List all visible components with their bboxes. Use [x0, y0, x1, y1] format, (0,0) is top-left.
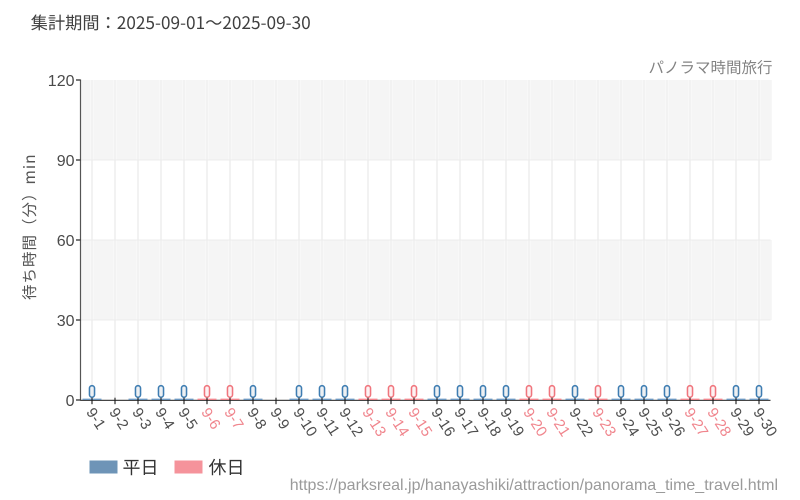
svg-text:9-11: 9-11	[312, 405, 342, 439]
svg-text:9-2: 9-2	[105, 405, 131, 433]
svg-text:9-25: 9-25	[634, 405, 665, 440]
svg-text:9-16: 9-16	[427, 405, 458, 440]
svg-text:9-27: 9-27	[680, 405, 711, 440]
svg-text:9-22: 9-22	[565, 405, 596, 440]
svg-text:9-18: 9-18	[473, 405, 504, 440]
svg-text:9-24: 9-24	[611, 405, 642, 440]
svg-text:9-6: 9-6	[197, 405, 223, 433]
svg-text:9-5: 9-5	[174, 405, 200, 433]
svg-text:9-20: 9-20	[519, 405, 550, 440]
svg-text:9-7: 9-7	[220, 405, 246, 433]
svg-text:9-4: 9-4	[151, 405, 177, 433]
svg-text:0: 0	[66, 393, 75, 410]
svg-text:9-8: 9-8	[243, 405, 269, 433]
svg-text:9-13: 9-13	[358, 405, 389, 440]
svg-text:9-10: 9-10	[289, 405, 320, 440]
svg-text:120: 120	[48, 73, 75, 90]
svg-text:9-19: 9-19	[496, 405, 527, 440]
svg-text:9-30: 9-30	[749, 405, 780, 440]
svg-text:9-28: 9-28	[703, 405, 734, 440]
svg-text:9-1: 9-1	[82, 405, 108, 433]
svg-text:9-23: 9-23	[588, 405, 619, 440]
svg-text:9-12: 9-12	[335, 405, 366, 440]
svg-text:9-21: 9-21	[542, 405, 573, 440]
svg-text:https://parksreal.jp/hanayashi: https://parksreal.jp/hanayashiki/attract…	[290, 477, 778, 494]
svg-text:9-26: 9-26	[657, 405, 688, 440]
svg-text:9-14: 9-14	[381, 405, 412, 440]
svg-text:9-29: 9-29	[726, 405, 757, 440]
svg-text:90: 90	[57, 153, 75, 170]
svg-text:9-17: 9-17	[450, 405, 481, 440]
svg-text:60: 60	[57, 233, 75, 250]
svg-text:9-3: 9-3	[128, 405, 154, 433]
svg-text:30: 30	[57, 313, 75, 330]
svg-text:9-9: 9-9	[266, 405, 292, 433]
svg-text:9-15: 9-15	[404, 405, 435, 440]
